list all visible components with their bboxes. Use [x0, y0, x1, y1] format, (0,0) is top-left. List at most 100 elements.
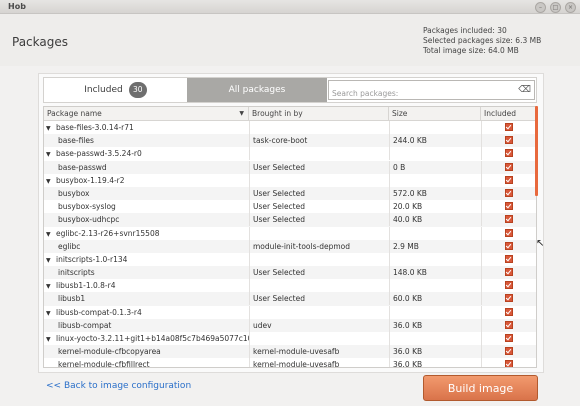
- table-header: Package name ▼ Brought in by Size Includ…: [44, 107, 536, 121]
- brought-in-by-cell: [249, 147, 389, 161]
- size-cell: [389, 252, 481, 266]
- package-name: eglibc-2.13-r26+svnr15508: [56, 228, 160, 238]
- included-cell: [481, 147, 536, 161]
- included-checkbox[interactable]: [505, 162, 513, 171]
- included-checkbox[interactable]: [505, 241, 513, 250]
- included-checkbox[interactable]: [505, 320, 513, 329]
- package-name-cell: ▼ busybox-1.19.4-r2: [44, 174, 249, 187]
- table-row[interactable]: busybox-udhcpc User Selected 40.0 KB: [44, 213, 536, 227]
- search-input[interactable]: [329, 84, 515, 103]
- table-row-group[interactable]: ▼ busybox-1.19.4-r2: [44, 173, 536, 187]
- table-row[interactable]: libusb1 User Selected 60.0 KB: [44, 292, 536, 306]
- page-header: Packages Packages included: 30 Selected …: [0, 14, 580, 66]
- mouse-cursor-icon: ↖: [536, 238, 545, 249]
- package-name: base-files-3.0.14-r71: [56, 123, 134, 132]
- table-scrollbar[interactable]: [535, 106, 538, 196]
- included-checkbox[interactable]: [505, 347, 513, 356]
- table-row-group[interactable]: ▼ libusb1-1.0.8-r4: [44, 279, 536, 293]
- size-cell: [389, 226, 481, 240]
- included-checkbox[interactable]: [505, 228, 513, 237]
- table-row[interactable]: eglibc module-init-tools-depmod 2.9 MB: [44, 239, 536, 253]
- expander-icon[interactable]: ▼: [46, 309, 51, 317]
- included-checkbox[interactable]: [505, 360, 513, 367]
- maximize-icon[interactable]: □: [550, 2, 561, 13]
- table-row[interactable]: busybox-syslog User Selected 20.0 KB: [44, 200, 536, 214]
- size-cell: 36.0 KB: [389, 358, 481, 367]
- included-checkbox[interactable]: [505, 149, 513, 158]
- table-row[interactable]: libusb-compat udev 36.0 KB: [44, 318, 536, 332]
- package-name-cell: libusb1: [44, 292, 249, 305]
- included-cell: [481, 186, 536, 200]
- package-name-cell: ▼ libusb1-1.0.8-r4: [44, 279, 249, 292]
- table-row-group[interactable]: ▼ eglibc-2.13-r26+svnr15508: [44, 226, 536, 240]
- tab-included[interactable]: Included 30: [44, 78, 187, 102]
- brought-in-by-cell: udev: [249, 318, 389, 332]
- expander-icon[interactable]: ▼: [46, 230, 51, 238]
- package-name: initscripts: [58, 268, 95, 278]
- included-checkbox[interactable]: [505, 175, 513, 184]
- package-name-cell: busybox: [44, 187, 249, 200]
- build-image-button[interactable]: Build image: [423, 375, 538, 401]
- table-row[interactable]: kernel-module-cfbcopyarea kernel-module-u…: [44, 345, 536, 359]
- package-name: busybox-syslog: [58, 202, 116, 212]
- included-checkbox[interactable]: [505, 334, 513, 342]
- table-row[interactable]: base-passwd User Selected 0 B: [44, 160, 536, 174]
- size-cell: 2.9 MB: [389, 239, 481, 253]
- column-header-included[interactable]: Included: [484, 109, 517, 118]
- table-row-group[interactable]: ▼ base-passwd-3.5.24-r0: [44, 147, 536, 161]
- size-cell: [389, 305, 481, 319]
- brought-in-by-cell: [249, 173, 389, 187]
- expander-icon[interactable]: ▼: [46, 125, 51, 132]
- included-checkbox[interactable]: [505, 215, 513, 224]
- brought-in-by-cell: User Selected: [249, 266, 389, 280]
- back-to-image-configuration-link[interactable]: << Back to image configuration: [46, 381, 192, 391]
- column-header-brought-in-by[interactable]: Brought in by: [249, 107, 389, 120]
- table-row[interactable]: base-files task-core-boot 244.0 KB: [44, 134, 536, 148]
- packages-included-stat: Packages included: 30: [423, 26, 507, 35]
- search-box: ⌫: [328, 80, 535, 103]
- table-row[interactable]: busybox User Selected 572.0 KB: [44, 186, 536, 201]
- included-checkbox[interactable]: [505, 268, 513, 277]
- package-name-cell: ▼ base-files-3.0.14-r71: [44, 121, 249, 134]
- size-cell: [389, 332, 481, 345]
- included-checkbox[interactable]: [505, 254, 513, 263]
- size-cell: 36.0 KB: [389, 345, 481, 359]
- included-checkbox[interactable]: [505, 307, 513, 316]
- package-name-cell: base-passwd: [44, 161, 249, 174]
- brought-in-by-cell: User Selected: [249, 292, 389, 306]
- brought-in-by-cell: [249, 279, 389, 293]
- package-name-cell: ▼ libusb-compat-0.1.3-r4: [44, 306, 249, 319]
- included-checkbox[interactable]: [505, 136, 513, 145]
- included-checkbox[interactable]: [505, 294, 513, 303]
- minimize-icon[interactable]: –: [535, 2, 546, 13]
- tab-all-packages[interactable]: All packages: [187, 78, 327, 102]
- package-name-cell: ▼ base-passwd-3.5.24-r0: [44, 147, 249, 160]
- expander-icon[interactable]: ▼: [46, 256, 51, 264]
- table-row[interactable]: kernel-module-cfbfillrect kernel-module-u…: [44, 358, 536, 367]
- included-cell: [481, 134, 536, 148]
- table-row-group[interactable]: ▼ initscripts-1.0-r134: [44, 252, 536, 266]
- included-cell: [481, 252, 536, 266]
- column-header-size[interactable]: Size: [389, 107, 481, 120]
- tab-included-label: Included: [84, 85, 123, 95]
- packages-table: Package name ▼ Brought in by Size Includ…: [43, 106, 537, 368]
- expander-icon[interactable]: ▼: [46, 336, 51, 343]
- expander-icon[interactable]: ▼: [46, 283, 51, 291]
- table-row-group[interactable]: ▼ linux-yocto-3.2.11+git1+b14a08f5c7b469a…: [44, 332, 536, 345]
- close-icon[interactable]: ×: [565, 2, 576, 13]
- expander-icon[interactable]: ▼: [46, 177, 51, 185]
- expander-icon[interactable]: ▼: [46, 151, 51, 159]
- column-header-package-name[interactable]: Package name ▼: [44, 107, 249, 120]
- clear-search-icon[interactable]: ⌫: [518, 85, 531, 95]
- package-name: busybox: [58, 188, 90, 198]
- included-checkbox[interactable]: [505, 123, 513, 131]
- included-checkbox[interactable]: [505, 188, 513, 197]
- included-cell: [481, 213, 536, 227]
- included-checkbox[interactable]: [505, 202, 513, 211]
- table-row-group[interactable]: ▼ libusb-compat-0.1.3-r4: [44, 305, 536, 319]
- included-checkbox[interactable]: [505, 281, 513, 290]
- table-row-group[interactable]: ▼ base-files-3.0.14-r71: [44, 121, 536, 134]
- sort-arrow-icon: ▼: [239, 110, 244, 117]
- table-row[interactable]: initscripts User Selected 148.0 KB: [44, 266, 536, 280]
- package-name: linux-yocto-3.2.11+git1+b14a08f5c7b469a5…: [56, 334, 249, 343]
